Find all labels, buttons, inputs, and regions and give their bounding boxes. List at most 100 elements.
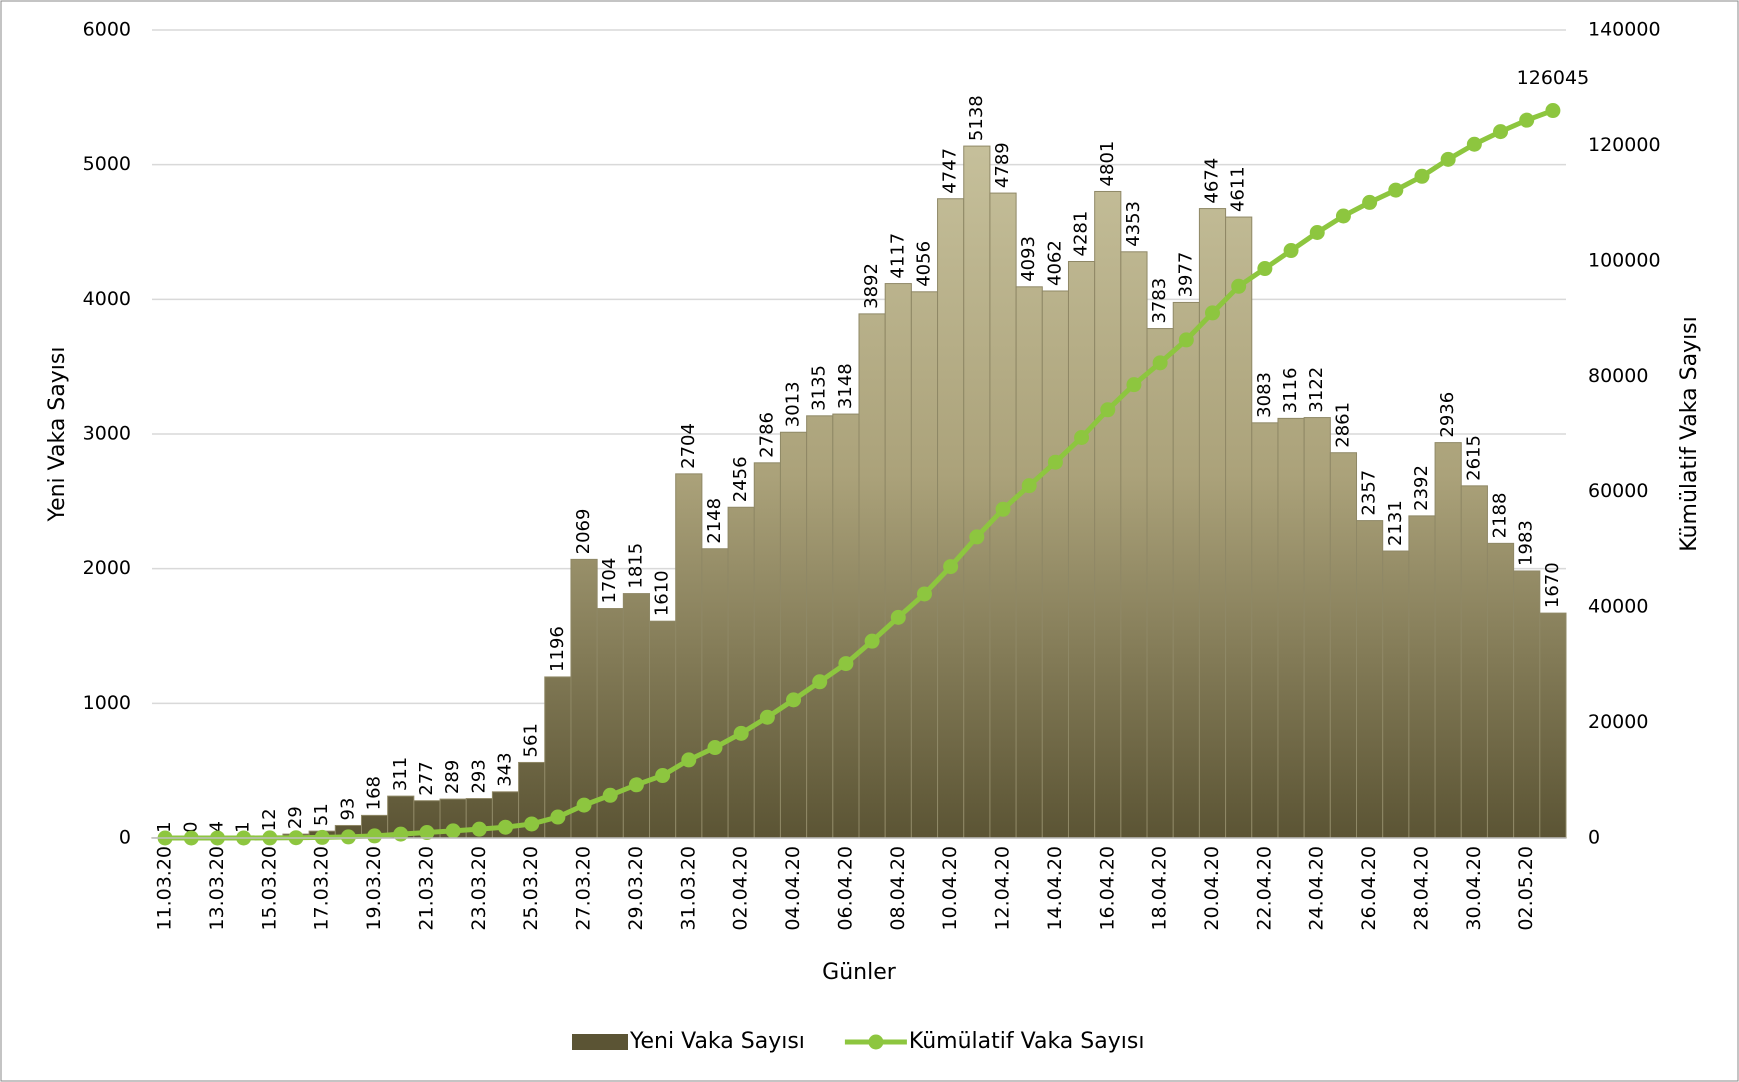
x-tick-label: 16.04.20	[1096, 846, 1118, 931]
bar-value-label: 2188	[1490, 493, 1511, 539]
bar-value-label: 2936	[1437, 392, 1458, 438]
x-tick-label: 31.03.20	[677, 846, 699, 931]
bar	[1041, 290, 1069, 839]
bar-value-label: 93	[337, 798, 358, 821]
x-tick-label: 18.04.20	[1149, 846, 1171, 931]
bar-value-label: 1983	[1516, 520, 1537, 566]
bar-value-label: 5138	[966, 95, 987, 141]
bar-value-label: 2786	[756, 412, 777, 458]
line-marker	[524, 816, 540, 832]
bar	[1460, 485, 1488, 839]
bar-value-label: 3013	[783, 381, 804, 427]
line-marker	[1178, 332, 1194, 348]
bar-value-label: 2131	[1385, 500, 1406, 546]
line-marker	[576, 797, 592, 813]
line-marker	[1047, 454, 1063, 470]
bar-value-label: 1704	[599, 558, 620, 604]
bar-value-label: 4281	[1071, 211, 1092, 257]
bar-value-label: 1670	[1542, 562, 1563, 608]
x-tick-label: 10.04.20	[939, 846, 961, 931]
y2-tick-label: 40000	[1588, 596, 1648, 618]
bar	[1094, 190, 1122, 839]
x-tick-label: 11.03.20	[154, 846, 176, 931]
bar	[675, 473, 703, 839]
line-marker	[786, 692, 802, 708]
bar	[806, 415, 834, 839]
x-tick-label: 19.03.20	[363, 846, 385, 931]
line-marker	[1466, 136, 1482, 152]
x-tick-label: 26.04.20	[1358, 846, 1380, 931]
bar	[832, 413, 860, 839]
y-axis-title: Yeni Vaka Sayısı	[45, 347, 70, 523]
bar-value-label: 4789	[992, 142, 1013, 188]
y2-tick-label: 60000	[1588, 480, 1648, 502]
x-axis-title: Günler	[822, 960, 897, 985]
bar-value-label: 0	[180, 822, 201, 833]
bar-value-label: 3783	[1149, 278, 1170, 324]
bar-value-label: 4747	[940, 148, 961, 194]
line-marker	[890, 609, 906, 625]
line-marker	[498, 819, 513, 835]
x-tick-label: 21.03.20	[415, 846, 437, 931]
bar	[622, 593, 651, 839]
x-tick-label: 17.03.20	[311, 846, 333, 931]
line-marker	[1309, 225, 1325, 241]
line-marker	[1414, 168, 1430, 184]
y2-tick-label: 100000	[1588, 249, 1661, 271]
line-value-label: 126045	[1517, 67, 1590, 89]
x-tick-label: 25.03.20	[520, 846, 542, 931]
bar	[1251, 422, 1279, 839]
bar-value-label: 3116	[1280, 368, 1301, 414]
line-marker	[1440, 151, 1456, 167]
bar-value-label: 2069	[573, 509, 594, 555]
legend-label: Yeni Vaka Sayısı	[629, 1029, 805, 1054]
line-marker	[393, 826, 409, 842]
bar-value-label: 1	[233, 821, 254, 832]
bar-value-label: 4056	[913, 241, 934, 287]
line-marker	[1388, 182, 1404, 198]
bar-value-label: 1610	[652, 570, 673, 616]
line-marker	[340, 829, 356, 845]
line-marker	[812, 674, 828, 690]
bar	[963, 145, 991, 839]
bar-value-label: 3148	[835, 363, 856, 409]
y2-tick-label: 20000	[1588, 711, 1648, 733]
x-tick-label: 28.04.20	[1410, 846, 1432, 931]
line-marker	[655, 768, 671, 784]
bar-value-label: 2392	[1411, 465, 1432, 511]
x-tick-label: 02.04.20	[730, 846, 752, 931]
bar	[1303, 417, 1331, 839]
line-marker	[995, 501, 1011, 517]
bar-value-label: 2861	[1332, 402, 1353, 448]
bar-value-label: 3977	[1175, 252, 1196, 298]
bar-value-label: 4611	[1228, 166, 1249, 212]
x-tick-label: 13.03.20	[206, 846, 228, 931]
bar-value-label: 168	[364, 776, 385, 810]
line-marker	[943, 559, 959, 575]
y2-axis-title: Kümülatif Vaka Sayısı	[1677, 316, 1702, 552]
line-marker	[1231, 278, 1247, 294]
y2-tick-label: 0	[1588, 827, 1600, 849]
line-marker	[969, 529, 985, 545]
line-marker	[1362, 194, 1378, 210]
bar-value-label: 311	[390, 757, 411, 791]
bar	[596, 608, 624, 839]
bar	[1539, 612, 1567, 839]
bar-value-label: 4062	[1044, 240, 1065, 286]
legend-label: Kümülatif Vaka Sayısı	[909, 1029, 1145, 1054]
line-marker	[1126, 377, 1142, 393]
bar-value-label: 2456	[730, 456, 751, 502]
bar	[1225, 216, 1253, 839]
x-tick-label: 23.03.20	[468, 846, 490, 931]
bar-value-label: 29	[285, 806, 306, 829]
y-tick-label: 4000	[83, 288, 131, 310]
bar-value-label: 1	[154, 821, 175, 832]
x-tick-label: 12.04.20	[992, 846, 1014, 931]
bar	[1486, 542, 1515, 839]
legend-swatch-marker	[868, 1034, 884, 1050]
bar	[1356, 520, 1384, 839]
bar	[910, 291, 939, 839]
bar	[937, 198, 965, 839]
bar-value-label: 4093	[1018, 236, 1039, 282]
bar-value-label: 3122	[1306, 367, 1327, 413]
